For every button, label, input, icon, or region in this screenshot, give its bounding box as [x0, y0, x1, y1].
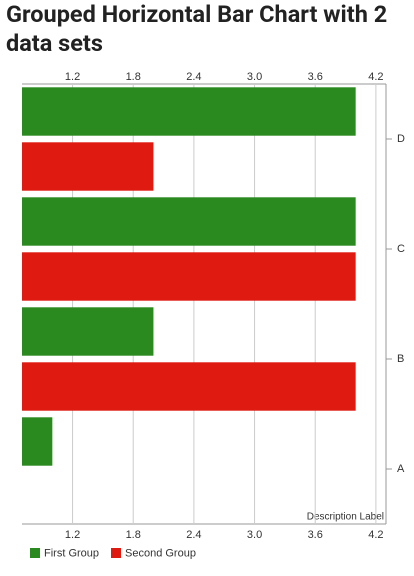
y-tick-label: D: [397, 133, 405, 145]
chart-title: Grouped Horizontal Bar Chart with 2 data…: [6, 0, 388, 57]
x-tick-label: 2.4: [186, 71, 201, 83]
bar: [22, 362, 356, 411]
x-tick-label: 3.6: [308, 71, 323, 83]
x-tick-label: 4.2: [368, 529, 383, 541]
legend-label: Second Group: [125, 547, 196, 559]
y-tick-label: C: [397, 243, 405, 255]
x-tick-label: 3.0: [247, 529, 262, 541]
x-tick-label: 3.6: [308, 529, 323, 541]
x-tick-label: 1.2: [65, 71, 80, 83]
bar: [22, 307, 154, 356]
bar: [22, 87, 356, 136]
legend-swatch: [111, 548, 122, 558]
x-tick-label: 4.2: [368, 71, 383, 83]
legend-swatch: [30, 548, 40, 558]
y-tick-label: B: [397, 353, 404, 365]
x-tick-label: 3.0: [247, 71, 262, 83]
legend-label: First Group: [44, 547, 99, 559]
x-tick-label: 2.4: [186, 529, 201, 541]
bar: [22, 252, 356, 301]
bar: [22, 142, 154, 191]
bar: [22, 197, 356, 246]
x-tick-label: 1.8: [126, 529, 141, 541]
x-tick-label: 1.8: [126, 71, 141, 83]
description: Description Label: [307, 512, 384, 523]
x-tick-label: 1.2: [65, 529, 80, 541]
bar: [22, 417, 53, 466]
y-tick-label: A: [397, 463, 405, 475]
